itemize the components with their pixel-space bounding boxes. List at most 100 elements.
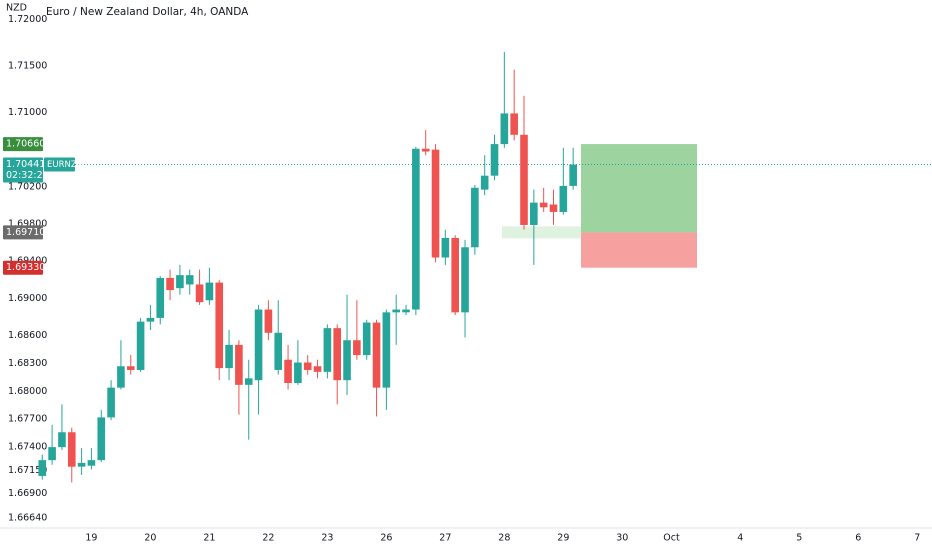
candle-body	[480, 175, 489, 190]
candle-body	[520, 134, 528, 225]
candle-body	[372, 322, 381, 388]
x-tick-label: 19	[85, 533, 97, 544]
candle-body	[530, 202, 538, 225]
y-tick-label: 1.71000	[8, 107, 47, 118]
y-tick-label: 1.67150	[8, 465, 47, 476]
candle-body	[421, 148, 430, 152]
candle-body	[67, 432, 76, 467]
candle-body	[146, 317, 155, 322]
entry-label: 1.69710	[6, 227, 45, 238]
symbol-label: EURNZD	[47, 160, 84, 170]
y-tick-label: 1.66640	[8, 512, 47, 523]
x-tick-label: 4	[737, 533, 743, 544]
x-tick-label: 28	[498, 533, 510, 544]
candle-body	[333, 328, 342, 381]
x-tick-label: 20	[144, 533, 156, 544]
candle-body	[353, 340, 361, 356]
current-price-badge	[3, 157, 43, 183]
candle-body	[235, 344, 243, 385]
candle-body	[195, 284, 204, 303]
stop-loss-label: 1.69330	[6, 262, 45, 273]
y-tick-label: 1.67700	[8, 414, 47, 425]
candle-body	[461, 247, 469, 313]
countdown: 02:32:26	[6, 170, 49, 181]
entry-zone	[502, 226, 581, 239]
candle-body	[38, 460, 47, 476]
x-tick-label: 26	[380, 533, 392, 544]
take-profit-label: 1.70660	[6, 139, 45, 150]
profit-zone	[581, 144, 697, 233]
y-tick-label: 1.69000	[8, 293, 47, 304]
candle-body	[549, 204, 558, 212]
candle-body	[77, 462, 86, 467]
y-tick-label: 1.68600	[8, 330, 47, 341]
candle-body	[471, 187, 479, 248]
y-tick-label: 1.68000	[8, 386, 47, 397]
candle-body	[490, 144, 499, 176]
candle-body	[510, 113, 518, 135]
candle-body	[343, 340, 351, 381]
candle-body	[402, 309, 410, 313]
entry-badge	[3, 225, 43, 240]
x-tick-label: 23	[321, 533, 333, 544]
y-tick-label: 1.69800	[8, 219, 47, 230]
y-tick-label: 1.70200	[8, 181, 47, 192]
loss-zone	[581, 232, 697, 268]
candle-body	[362, 322, 371, 356]
y-tick-label: 1.71500	[8, 61, 47, 72]
currency-label: NZD	[6, 3, 27, 14]
candle-body	[500, 113, 509, 145]
candle-body	[441, 237, 450, 258]
candle-body	[136, 321, 145, 370]
x-tick-label: 27	[439, 533, 451, 544]
candle-body	[48, 447, 56, 461]
candle-body	[539, 202, 548, 208]
x-tick-label: 29	[557, 533, 569, 544]
x-tick-label: 7	[914, 533, 920, 544]
chart-title: Euro / New Zealand Dollar, 4h, OANDA	[46, 6, 249, 18]
candle-body	[382, 312, 391, 388]
candle-body	[559, 185, 568, 212]
candle-body	[392, 309, 400, 313]
candle-body	[431, 149, 440, 258]
current-price-label: 1.70441	[6, 159, 45, 170]
take-profit-badge	[3, 137, 43, 152]
candle-body	[215, 282, 224, 369]
candle-body	[126, 366, 135, 370]
symbol-badge	[44, 157, 75, 172]
candle-body	[97, 417, 106, 461]
candle-body	[303, 362, 312, 370]
candle-body	[264, 309, 273, 333]
candle-body	[156, 277, 165, 318]
y-tick-label: 1.68300	[8, 358, 47, 369]
candle-body	[205, 282, 214, 301]
candle-body	[294, 362, 302, 383]
candle-body	[569, 164, 577, 186]
candle-body	[323, 328, 332, 372]
x-tick-label: Oct	[663, 533, 680, 544]
candle-body	[185, 275, 194, 285]
y-tick-label: 1.66900	[8, 488, 47, 499]
candle-body	[225, 344, 233, 369]
candle-body	[451, 237, 459, 313]
stop-loss-badge	[3, 260, 43, 275]
candle-body	[254, 309, 263, 381]
y-tick-label: 1.72000	[8, 14, 47, 25]
candle-body	[176, 275, 184, 289]
candle-body	[58, 432, 66, 448]
x-tick-label: 22	[262, 533, 274, 544]
x-tick-label: 30	[616, 533, 628, 544]
candle-body	[244, 378, 253, 385]
candle-body	[313, 366, 322, 372]
candle-body	[166, 277, 174, 291]
candle-body	[117, 366, 125, 388]
candle-body	[284, 359, 292, 383]
candle-body	[274, 332, 283, 370]
x-tick-label: 5	[796, 533, 802, 544]
x-tick-label: 21	[203, 533, 215, 544]
y-tick-label: 1.67400	[8, 442, 47, 453]
candle-body	[87, 460, 96, 466]
candle-body	[107, 387, 115, 418]
candle-body	[412, 148, 420, 310]
